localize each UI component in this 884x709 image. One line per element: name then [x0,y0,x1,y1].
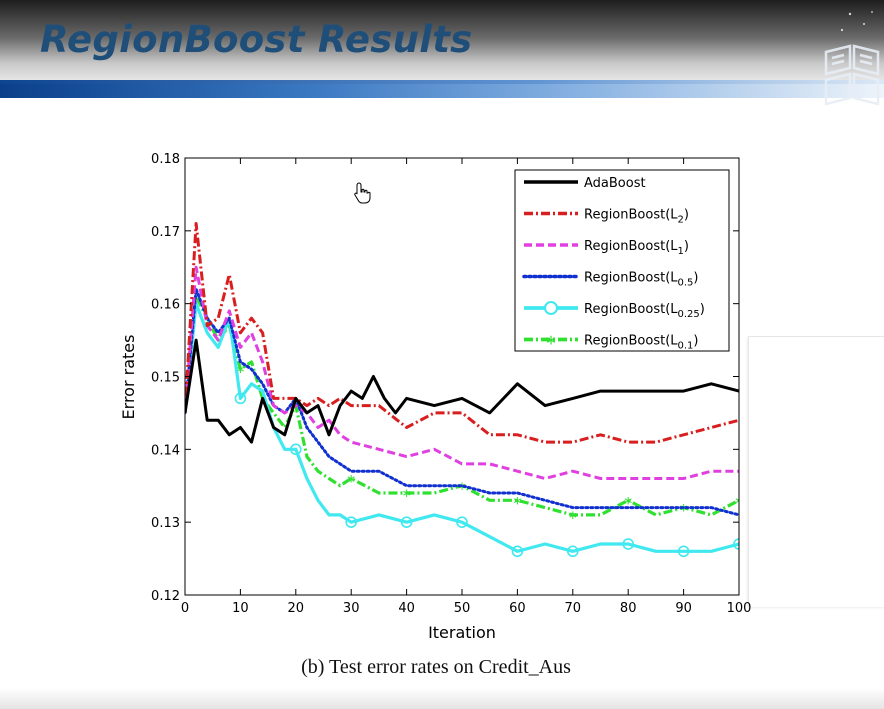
legend-label-3: RegionBoost(L1) [584,239,689,257]
legend-label-1: AdaBoost [584,176,646,191]
slide-header [0,0,884,84]
y-tick-label: 0.17 [151,225,180,240]
x-axis-label: Iteration [428,623,496,642]
legend-label-5: RegionBoost(L0.25) [584,302,705,320]
legend-label-2: RegionBoost(L2) [584,208,689,226]
y-tick-label: 0.18 [151,152,180,167]
series-line-4 [185,287,739,517]
series-marker: ∗ [235,362,245,376]
series-marker: ∗ [623,493,633,507]
slide-title: RegionBoost Results [40,18,473,61]
series-marker [622,538,635,550]
series-line-5 [185,302,739,553]
series-marker [733,538,739,550]
series-line-6 [185,294,739,517]
series-marker: ∗ [346,471,356,485]
x-tick-label: 90 [675,601,692,616]
book-logo-icon [824,11,880,106]
series-marker [456,516,468,528]
series-marker [345,516,358,528]
y-tick-label: 0.14 [151,443,180,458]
legend-marker [544,301,558,315]
x-tick-label: 100 [727,601,752,616]
series-marker: ∗ [512,493,522,507]
y-tick-label: 0.12 [151,589,180,604]
series-marker [400,516,413,528]
x-tick-label: 50 [454,601,471,616]
series-marker: ∗ [734,493,744,507]
hand-cursor-icon [354,182,371,204]
legend-marker: ∗ [545,333,557,349]
x-tick-label: 30 [343,601,360,616]
y-tick-label: 0.16 [151,298,180,313]
x-tick-label: 20 [288,601,305,616]
axis-ticks-group: 0 10 20 30 40 50 60 70 80 90 100 0.12 0.13 0.14 0.15 0.… [151,152,751,616]
x-tick-label: 0 [181,601,189,616]
header-accent-line [0,80,884,84]
series-marker [566,545,579,558]
series-marker [511,545,524,558]
x-tick-label: 70 [565,601,582,616]
y-axis-label: Error rates [119,335,138,420]
x-tick-label: 10 [232,601,249,616]
x-tick-label: 40 [398,601,415,616]
series-marker [289,443,302,456]
y-tick-label: 0.13 [151,516,180,531]
series-line-1 [185,338,739,444]
legend-box [514,169,730,352]
x-tick-label: 60 [509,601,526,616]
series-marker [234,392,247,405]
series-marker [677,545,690,558]
y-tick-label: 0.15 [151,371,180,386]
legend-label-4: RegionBoost(L0.5) [584,271,699,289]
legend: AdaBoost RegionBoost(L2) RegionBoost(L1) Re… [514,169,730,352]
bottom-shade [0,688,884,709]
side-panel [748,336,884,607]
series-marker: ∗ [568,508,578,522]
series-marker: ∗ [402,486,412,500]
header-gradient-bar [0,84,884,98]
legend-label-6: RegionBoost(L0.1) [584,334,699,352]
series-line-3 [185,265,739,480]
plot-series-group: ∗∗∗∗∗∗∗∗∗∗ [185,222,744,558]
chart-caption: (b) Test error rates on Credit_Aus [301,656,571,678]
x-tick-label: 80 [620,601,637,616]
